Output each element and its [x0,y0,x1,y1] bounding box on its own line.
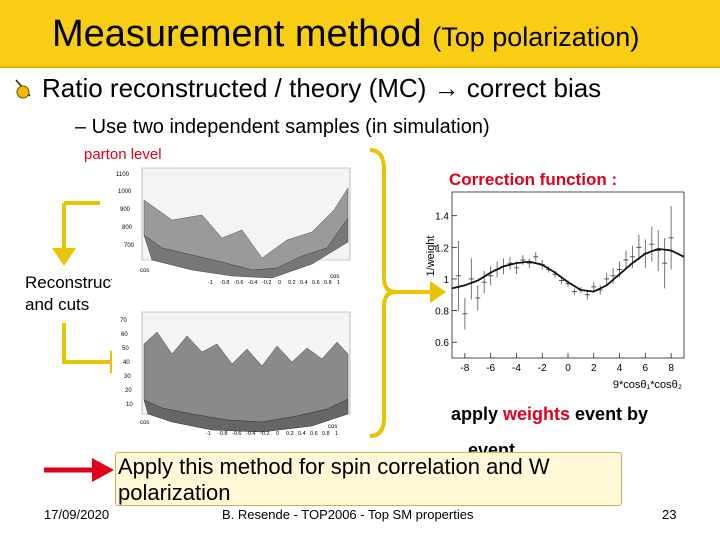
x-tick-label: 1 [335,431,338,437]
reconstruction-label: Reconstruction and cuts [25,272,138,316]
x-tick-label: 0.8 [322,431,330,437]
x-tick-label: 6 [643,363,649,374]
x-axis-title: 9*cosθ₁*cosθ₂ [613,379,682,391]
x-tick-label: 0.8 [324,280,332,286]
x-tick-label: -0.8 [218,431,227,437]
x-tick-label: -6 [486,363,495,374]
fit-curve [451,247,685,293]
page-number: 23 [662,507,677,522]
surface-plot-parton: 1100 1000 900 800 700 -1 -0.8 -0.6 -0.4 … [112,160,357,288]
x-tick-label: -0.8 [220,280,229,286]
slide-title: Measurement method (Top polarization) [52,12,639,59]
x-tick-label: 0.4 [300,280,308,286]
x-axis-label: cos [328,424,337,430]
z-tick-label: 40 [123,360,130,366]
brace-icon [369,148,397,438]
z-tick-label: 50 [122,346,129,352]
apply-prefix: apply [451,404,504,424]
callout-text: Apply this method for spin correlation a… [118,454,550,505]
x-tick-label: -0.6 [232,431,241,437]
x-axis-label: cos [330,274,339,280]
z-tick-label: 60 [121,332,128,338]
footer-date: 17/09/2020 [44,507,110,522]
parton-level-label: parton level [84,146,162,163]
bullet-icon [15,79,31,99]
bullet-samples: – Use two independent samples (in simula… [75,116,490,138]
x-tick-label: -8 [460,363,469,374]
x-tick-label: 0 [276,431,279,437]
z-tick-label: 700 [124,243,135,249]
x-tick-label: 0.6 [312,280,320,286]
x-tick-label: 0.2 [288,280,296,286]
title-sub: (Top polarization) [432,22,640,52]
title-main: Measurement method [52,13,422,55]
z-tick-label: 1100 [116,172,130,178]
y-tick-label: 0.6 [435,338,449,349]
x-tick-label: -0.2 [262,280,271,286]
x-tick-label: 1 [337,280,340,286]
x-tick-label: 0.6 [310,431,318,437]
x-tick-label: 8 [668,363,674,374]
y-tick-label: 0.8 [435,307,449,318]
y-tick-label: 1 [443,275,449,286]
z-tick-label: 10 [126,402,133,408]
x-tick-label: 0 [565,363,571,374]
z-tick-label: 900 [120,207,131,213]
callout-arrow-head-icon [92,458,114,482]
surface-mesh-front [143,217,349,279]
y-axis-title: 1/weight [425,236,437,277]
y-axis-label: cos [140,420,149,426]
arrow-down-head-icon [52,248,76,266]
x-tick-label: 0.2 [286,431,294,437]
x-tick-label: -0.4 [246,431,255,437]
y-tick-label: 1.4 [435,212,449,223]
z-tick-label: 800 [122,225,133,231]
z-tick-label: 20 [125,388,132,394]
x-tick-label: -2 [538,363,547,374]
x-tick-label: -1 [208,280,213,286]
apply-weights-word: weights [503,404,571,424]
z-tick-label: 30 [124,374,131,380]
reconstruction-text: Reconstruction [25,273,139,292]
correction-function-chart: 1/weight 9*cosθ₁*cosθ₂ -8 -6 -4 -2 0 2 4 6 8 0.6 0… [425,191,685,391]
apply-suffix: event by [570,404,649,424]
x-tick-label: -0.2 [260,431,269,437]
x-tick-label: -0.6 [234,280,243,286]
arrow-right-icon [62,323,112,364]
surface-plot-reconstructed: 70 60 50 40 30 20 10 -1 -0.8 -0.6 -0.4 -… [112,304,357,438]
x-tick-label: -0.4 [248,280,257,286]
callout-box [115,452,622,506]
x-tick-label: 0 [278,280,281,286]
x-tick-label: 4 [617,363,623,374]
bullet-ratio: Ratio reconstructed / theory (MC) → corr… [42,73,602,103]
y-axis-label: cos [140,268,149,274]
footer-presenter: B. Resende - TOP2006 - Top SM properties [222,507,474,522]
correction-function-label: Correction function : [449,170,618,189]
brace-arrow-head-icon [430,281,446,303]
z-tick-label: 70 [120,318,127,324]
y-tick-label: 1.2 [435,243,449,254]
and-cuts-text: and cuts [25,295,90,314]
x-tick-label: -4 [512,363,521,374]
title-bar [0,0,720,68]
x-tick-label: 2 [591,363,597,374]
x-tick-label: 0.4 [298,431,306,437]
x-tick-label: -1 [206,431,211,437]
apply-weights-label: apply weights event by [451,402,691,426]
z-tick-label: 1000 [118,189,132,195]
surface-mesh-front [143,398,349,433]
